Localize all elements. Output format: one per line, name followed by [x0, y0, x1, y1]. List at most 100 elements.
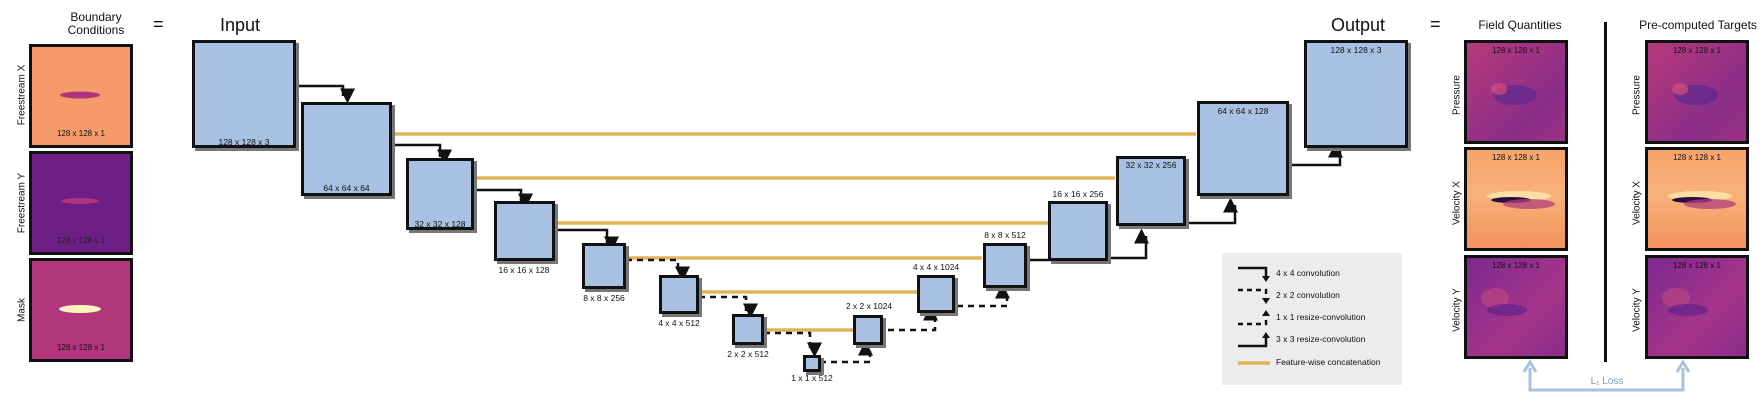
panel-label-velocity-x: Velocity X	[1631, 181, 1643, 225]
dashed-up-arrow-icon	[1238, 310, 1270, 326]
equals-sign: =	[153, 14, 164, 34]
block-dimension: 64 x 64 x 64	[323, 183, 370, 193]
input-block	[192, 40, 296, 148]
block-dimension: 8 x 8 x 256	[583, 293, 625, 303]
block-dimension: 2 x 2 x 512	[727, 349, 769, 359]
pressure-field	[1491, 83, 1537, 105]
dashed-down-arrow-icon	[1238, 288, 1270, 304]
encoder-block-3	[494, 201, 555, 261]
target-panel-velocity-y: 128 x 128 x 1	[1645, 255, 1749, 359]
output-header: Output	[1330, 15, 1386, 35]
encoder-block-6	[732, 314, 764, 345]
pressure-field	[1672, 83, 1718, 105]
loss-label: L₁ Loss	[1580, 376, 1634, 387]
velocity-y-field	[1662, 288, 1708, 316]
panel-dimension: 128 x 128 x 1	[1491, 261, 1541, 270]
resize-conv-1x1-connection	[957, 283, 1010, 308]
legend-item-resize-conv-1x1: 1 x 1 resize-convolution	[1222, 308, 1402, 328]
field-panel-velocity-x: 128 x 128 x 1	[1464, 147, 1568, 251]
precomputed-targets-header: Pre-computed Targets	[1639, 18, 1757, 32]
panel-dimension: 128 x 128 x 1	[56, 236, 106, 245]
block-dimension: 1 x 1 x 512	[791, 373, 833, 383]
target-panel-velocity-x: 128 x 128 x 1	[1645, 147, 1749, 251]
airfoil-shape	[61, 198, 99, 204]
encoder-block-1	[301, 102, 392, 196]
panel-dimension: 128 x 128 x 1	[56, 343, 106, 352]
conv-4x4-connection	[392, 143, 452, 165]
conv-2x2-connection	[764, 331, 822, 358]
loss-arrowhead	[1675, 359, 1691, 373]
airfoil-shape	[60, 91, 100, 99]
decoder-block-2	[1116, 156, 1186, 226]
concat-line-icon	[1238, 361, 1270, 365]
field-panel-pressure: 128 x 128 x 1	[1464, 40, 1568, 144]
block-dimension: 8 x 8 x 512	[984, 230, 1026, 240]
velocity-x-field	[1668, 191, 1736, 209]
decoder-block-6	[853, 315, 883, 345]
boundary-panel-freestream-x: 128 x 128 x 1	[29, 44, 133, 148]
decoder-block-3	[1048, 201, 1108, 261]
resize-conv-1x1-connection	[820, 340, 873, 364]
legend-label: 3 x 3 resize-convolution	[1276, 334, 1366, 344]
resize-conv-1x1-connection	[888, 305, 938, 332]
block-dimension: 32 x 32 x 128	[414, 219, 466, 229]
vertical-separator	[1604, 22, 1607, 362]
decoder-block-1	[1197, 101, 1289, 196]
block-dimension: 128 x 128 x 3	[1330, 45, 1382, 55]
conv-4x4-connection	[474, 188, 533, 209]
panel-dimension: 128 x 128 x 1	[1672, 261, 1722, 270]
equals-sign: =	[1430, 14, 1441, 34]
block-dimension: 2 x 2 x 1024	[845, 301, 893, 311]
field-quantities-header: Field Quantities	[1478, 18, 1562, 32]
legend-label: 2 x 2 convolution	[1276, 290, 1340, 300]
decoder-block-5	[917, 275, 955, 313]
block-dimension: 16 x 16 x 256	[1052, 189, 1104, 199]
block-dimension: 4 x 4 x 1024	[912, 262, 960, 272]
resize-conv-3x3-connection	[1097, 228, 1149, 260]
panel-dimension: 128 x 128 x 1	[1491, 153, 1541, 162]
decoder-block-4	[983, 243, 1027, 288]
bottleneck-block	[803, 355, 821, 372]
conv-2x2-connection	[626, 258, 690, 282]
panel-dimension: 128 x 128 x 1	[1491, 46, 1541, 55]
legend: 4 x 4 convolution 2 x 2 convolution 1 x …	[1222, 253, 1402, 385]
solid-up-arrow-icon	[1238, 332, 1270, 348]
encoder-block-2	[406, 158, 474, 230]
velocity-x-field	[1487, 191, 1555, 209]
panel-label-velocity-y: Velocity Y	[1631, 288, 1643, 332]
conv-2x2-connection	[699, 295, 758, 319]
block-dimension: 32 x 32 x 256	[1125, 160, 1177, 170]
panel-label-velocity-y: Velocity Y	[1451, 288, 1463, 332]
panel-dimension: 128 x 128 x 1	[1672, 153, 1722, 162]
block-dimension: 16 x 16 x 128	[498, 265, 550, 275]
block-dimension: 128 x 128 x 3	[218, 137, 270, 147]
encoder-block-4	[582, 243, 626, 289]
solid-down-arrow-icon	[1238, 266, 1270, 282]
boundary-conditions-header: Boundary Conditions	[67, 10, 125, 37]
legend-label: Feature-wise concatenation	[1276, 357, 1381, 367]
legend-item-conv-2x2: 2 x 2 convolution	[1222, 286, 1402, 306]
boundary-panel-mask: 128 x 128 x 1	[29, 258, 133, 362]
target-panel-pressure: 128 x 128 x 1	[1645, 40, 1749, 144]
conv-4x4-connection	[296, 84, 355, 104]
legend-label: 1 x 1 resize-convolution	[1276, 312, 1366, 322]
legend-item-resize-conv-3x3: 3 x 3 resize-convolution	[1222, 330, 1402, 350]
loss-arrowhead	[1522, 359, 1538, 373]
panel-label-pressure: Pressure	[1451, 75, 1463, 116]
airfoil-shape	[59, 305, 101, 313]
input-header: Input	[219, 15, 261, 35]
panel-dimension: 128 x 128 x 1	[56, 129, 106, 138]
resize-conv-3x3-connection	[1290, 142, 1343, 167]
legend-item-conv-4x4: 4 x 4 convolution	[1222, 264, 1402, 284]
conv-4x4-connection	[555, 228, 619, 252]
boundary-panel-freestream-y: 128 x 128 x 1	[29, 151, 133, 255]
block-dimension: 64 x 64 x 128	[1217, 106, 1269, 116]
resize-conv-3x3-connection	[1185, 197, 1238, 225]
panel-dimension: 128 x 128 x 1	[1672, 46, 1722, 55]
field-panel-velocity-y: 128 x 128 x 1	[1464, 255, 1568, 359]
loss-bracket	[1528, 368, 1685, 392]
legend-item-concatenation: Feature-wise concatenation	[1222, 353, 1402, 373]
panel-label-pressure: Pressure	[1631, 75, 1643, 116]
